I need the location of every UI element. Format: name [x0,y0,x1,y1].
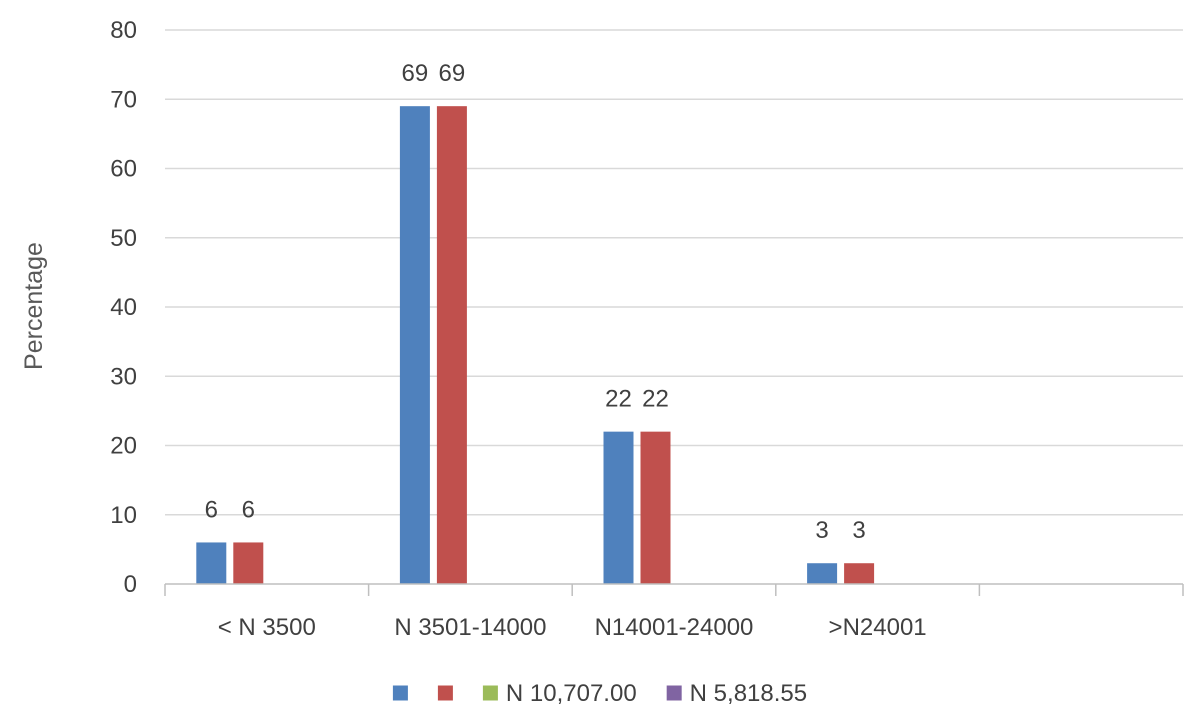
legend-swatch [666,685,682,701]
bar [640,431,671,584]
y-axis-tick-labels: 0 10 20 30 40 50 60 70 80 [110,17,137,598]
x-axis [164,583,1184,596]
legend-label: N 5,818.55 [690,680,807,707]
legend: N 10,707.00 N 5,818.55 [392,680,807,707]
y-tick-label: 60 [110,156,137,183]
bar [844,563,875,584]
bar [196,542,227,584]
bar [233,542,264,584]
data-label: 3 [852,517,865,544]
y-axis-label: Percentage [20,242,48,370]
y-tick-label: 50 [110,225,137,252]
data-label: 6 [205,496,218,523]
x-tick-label: >N24001 [829,614,927,641]
legend-swatch [482,685,498,701]
x-tick-label: N14001-24000 [595,614,754,641]
y-tick-label: 20 [110,433,137,460]
data-label: 69 [439,60,466,87]
bars [196,106,875,585]
x-tick-label: N 3501-14000 [394,614,546,641]
y-tick-label: 40 [110,294,137,321]
data-label: 6 [242,496,255,523]
legend-swatch [437,685,453,701]
x-tick-label: < N 3500 [218,614,316,641]
legend-label: N 10,707.00 [506,680,637,707]
data-label: 3 [815,517,828,544]
bar [399,106,430,585]
legend-swatch [392,685,408,701]
y-tick-label: 0 [124,571,137,598]
bar [807,563,838,584]
data-label: 22 [605,386,632,413]
data-label: 69 [402,60,429,87]
data-label: 22 [642,386,669,413]
bar [603,431,634,584]
gridlines [165,29,1183,516]
bar [436,106,467,585]
data-labels: 6 69 22 3 6 69 22 3 [205,60,866,544]
y-tick-label: 80 [110,17,137,44]
y-tick-label: 10 [110,502,137,529]
y-tick-label: 70 [110,86,137,113]
y-tick-label: 30 [110,363,137,390]
x-axis-tick-labels: < N 3500 N 3501-14000 N14001-24000 >N24001 [218,614,927,641]
